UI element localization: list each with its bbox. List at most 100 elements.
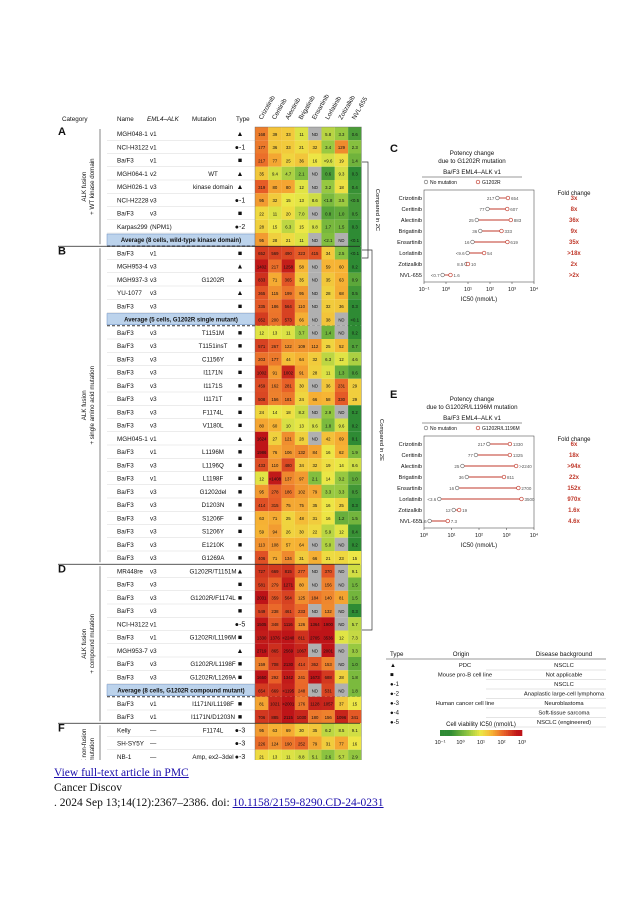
heatmap-cell [321,643,335,657]
legend-origin: Mouse pro-B cell line [438,673,492,679]
row-variant: v3 [150,582,157,589]
mutant-value: 10 [471,262,477,267]
view-full-text-link[interactable]: View full-text article in PMC [54,767,189,779]
legend-mutant: G1202R/L1196M [482,426,520,432]
colorbar-swatch [487,730,490,736]
heatmap-cell [348,630,362,644]
heatmap-value: 5.9 [325,529,332,534]
x-tick-label: 10¹ [464,287,472,293]
row-mutation: F1174L [203,727,224,734]
heatmap-cell [294,233,309,247]
heatmap-value: 32 [312,357,317,362]
mutant-point [457,507,462,513]
heatmap-value: <1195 [282,688,294,693]
heatmap-value: 95 [259,198,264,203]
heatmap-value: 18 [286,410,291,415]
heatmap-cell [348,339,362,353]
heatmap-value: 278 [271,490,279,495]
row-type: ■ [238,714,242,721]
heatmap-value: 21 [299,145,304,150]
heatmap-value: 1271 [283,582,293,587]
heatmap-cell [321,153,335,167]
heatmap-value: 3.3 [325,490,332,495]
heatmap-value: 62 [339,450,344,455]
heatmap-cell [334,153,349,167]
heatmap-value: 248 [298,688,306,693]
heatmap-value: 277 [298,569,306,574]
row-mutation: L1198F [203,476,224,483]
heatmap-cell [294,657,309,671]
heatmap-cell [294,723,309,737]
heatmap-cell [308,299,322,313]
row-type: ■ [238,701,242,708]
mutant-value: 811 [507,475,515,480]
heatmap-value: 122 [285,344,293,349]
heatmap-cell [321,683,335,697]
heatmap-cell [294,166,309,180]
row-type: ■ [238,423,242,430]
row-type: ■ [238,396,242,403]
heatmap-cell [308,339,322,353]
heatmap-cell [308,233,322,247]
row-type: ●-2 [235,224,246,231]
heatmap-value: 59 [326,264,331,269]
heatmap-cell [308,219,322,233]
row-mutation: C1156Y [202,356,224,363]
heatmap-cell [334,630,349,644]
heatmap-value: 0.6 [352,132,359,137]
heatmap-cell [255,325,269,339]
heatmap-value: 29 [352,397,357,402]
heatmap-value: 0.4 [352,529,359,534]
heatmap-value: 190 [285,741,293,746]
heatmap-cell [321,193,335,207]
heatmap-cell [334,166,349,180]
heatmap-cell [255,683,269,697]
mutant-point [501,474,507,480]
row-type: ■ [238,356,242,363]
heatmap-value: 63 [259,516,264,521]
heatmap-cell [334,219,349,233]
heatmap-cell [348,219,362,233]
heatmap-value: 81 [259,702,264,707]
drug-label: Alectinib [401,464,422,470]
figure: Category Name EML4–ALK Mutation Type Crizotin… [58,93,606,760]
colorbar-swatch [476,730,480,736]
mutant-value: 54 [487,251,493,256]
heatmap-cell [321,736,335,750]
colorbar-swatch [497,730,500,736]
doi-link[interactable]: 10.1158/2159-8290.CD-24-0231 [232,797,384,809]
heatmap-value: 15 [352,556,357,561]
heatmap-cell [281,127,295,141]
legend-mutant-marker [475,179,481,185]
heatmap-cell [308,405,322,419]
heatmap-cell [268,617,282,631]
colorbar-swatch [489,730,492,736]
heatmap-cell [255,233,269,247]
heatmap-value: 2.3 [352,145,359,150]
heatmap-value: ND [312,172,318,177]
heatmap-value: 2719 [257,649,267,654]
heatmap-value: 60 [339,264,344,269]
row-mutation: I1171N [203,370,223,377]
legend-no-mutation-marker [423,179,429,185]
heatmap-cell [308,643,322,657]
mutant-value: 1330 [513,442,524,447]
colorbar-swatch [478,730,482,736]
row-name: MGH045-1 [117,436,148,443]
heatmap-cell [281,630,295,644]
heatmap-cell [281,458,295,472]
fold-change-value: >94x [567,464,581,470]
heatmap-value: 21 [326,556,331,561]
colorbar-swatch [456,730,459,736]
heatmap-value: ND [338,238,344,243]
heatmap-cell [308,180,322,194]
legend-disease: Neuroblastoma [544,701,584,707]
category-label: + single amino acid mutation [89,365,96,444]
mutant-value: 19 [462,508,468,513]
mutant-point [505,206,510,212]
row-type: ●-5 [235,621,246,628]
heatmap-value: 0.2 [352,331,359,336]
row-variant: v3 [150,197,157,204]
heatmap-value: 359 [271,596,279,601]
heatmap-cell [255,431,269,445]
